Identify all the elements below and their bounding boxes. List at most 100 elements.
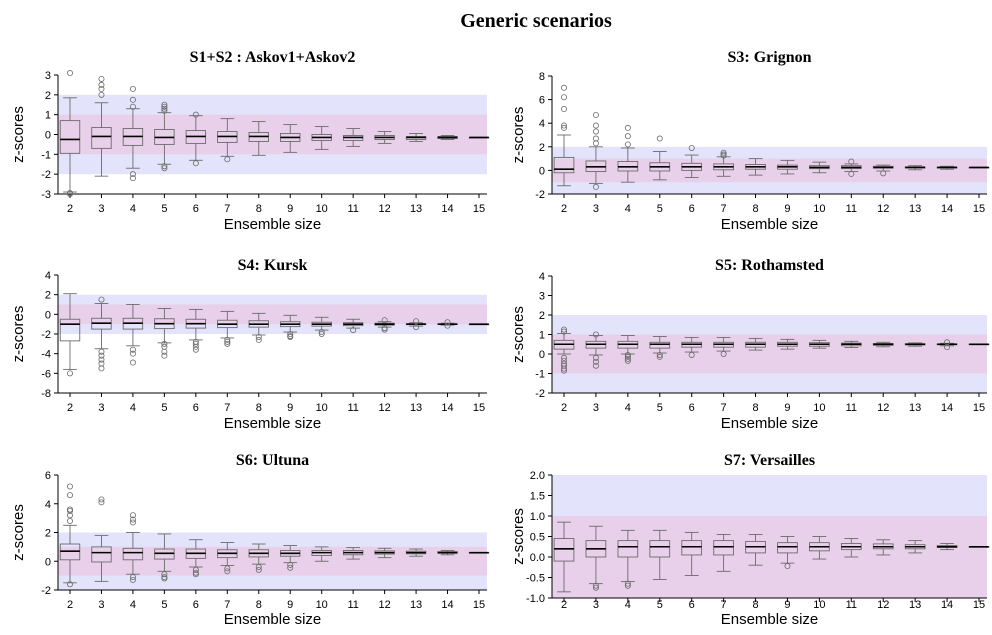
panel-6: S7: Versailles -1.0 -0.5 0.0 0.5 1.0 1.5 2.0 z-s… — [510, 452, 990, 628]
box-9 — [280, 314, 301, 340]
x-tick-label: 10 — [316, 599, 328, 611]
box-2 — [59, 293, 81, 377]
panel-3: S4: Kursk -8 -6 -4 -2 0 2 4 z-scores 2 3 4 5 6 7 8 9 10 11… — [10, 257, 490, 432]
outlier-point — [880, 170, 887, 177]
outlier-point — [656, 351, 663, 358]
inner-band — [58, 304, 487, 325]
outlier-point — [129, 85, 136, 92]
y-tick-label: 4 — [539, 271, 545, 283]
box-3 — [91, 496, 112, 582]
box-7 — [713, 534, 734, 572]
box-4 — [122, 85, 144, 182]
box-14 — [437, 550, 458, 556]
x-tick-label: 9 — [784, 203, 790, 215]
outlier-point — [656, 135, 663, 142]
y-tick-label: 4 — [45, 499, 51, 511]
box-3 — [91, 75, 112, 177]
inner-band — [58, 546, 487, 576]
y-tick-label: 0 — [45, 130, 51, 142]
box-11 — [840, 340, 862, 349]
iqr-box — [91, 127, 112, 149]
box-15 — [468, 551, 490, 554]
outlier-point — [129, 359, 136, 366]
outlier-point — [98, 85, 105, 92]
outlier-point — [192, 160, 199, 167]
x-tick-label: 4 — [625, 599, 631, 611]
outlier-point — [67, 492, 74, 499]
x-tick-label: 3 — [98, 599, 104, 611]
y-axis-label: z-scores — [10, 504, 27, 561]
box-6 — [681, 531, 703, 576]
y-tick-label: -2 — [535, 189, 545, 201]
outlier-point — [287, 333, 294, 340]
outlier-point — [592, 111, 599, 118]
outlier-point — [255, 336, 262, 343]
box-3 — [585, 525, 607, 591]
box-10 — [809, 339, 830, 349]
y-tick-label: -2 — [535, 388, 545, 400]
box-5 — [154, 307, 175, 359]
outlier-point — [561, 326, 568, 333]
x-tick-label: 15 — [973, 203, 985, 215]
x-tick-label: 14 — [441, 203, 453, 215]
outlier-point — [255, 566, 262, 573]
y-tick-label: 3 — [539, 291, 545, 303]
outlier-point — [129, 103, 136, 110]
box-2 — [59, 483, 81, 588]
x-tick-label: 10 — [316, 402, 328, 414]
box-3 — [585, 331, 607, 369]
x-tick-label: 7 — [721, 203, 727, 215]
x-tick-label: 4 — [130, 599, 136, 611]
x-tick-label: 10 — [813, 402, 825, 414]
outlier-point — [129, 512, 136, 519]
outlier-point — [98, 352, 105, 359]
x-tick-label: 12 — [378, 203, 390, 215]
x-tick-label: 10 — [813, 599, 825, 611]
outlier-point — [192, 111, 199, 118]
y-tick-label: 4 — [45, 270, 51, 282]
outlier-point — [848, 170, 855, 177]
x-axis-label: Ensemble size — [224, 216, 322, 233]
y-tick-label: -3 — [41, 189, 51, 201]
outlier-point — [161, 107, 168, 114]
box-4 — [617, 124, 639, 183]
iqr-box — [91, 546, 112, 563]
box-15 — [968, 166, 990, 169]
y-tick-label: 3 — [45, 70, 51, 82]
outlier-point — [592, 140, 599, 147]
iqr-box — [713, 540, 734, 556]
inner-band — [58, 114, 487, 155]
y-tick-label: 8 — [539, 71, 545, 83]
box-6 — [681, 336, 703, 358]
x-tick-label: 8 — [752, 402, 758, 414]
outlier-point — [848, 158, 855, 165]
box-2 — [553, 521, 575, 593]
x-tick-label: 11 — [846, 599, 857, 611]
x-tick-label: 11 — [347, 203, 358, 215]
outlier-point — [413, 318, 420, 325]
y-tick-label: 0 — [45, 556, 51, 568]
outlier-point — [98, 360, 105, 367]
outlier-point — [561, 94, 568, 101]
outlier-point — [67, 518, 74, 525]
outlier-point — [561, 84, 568, 91]
outlier-point — [444, 319, 451, 326]
y-tick-label: -1 — [41, 149, 51, 161]
y-axis-label: z-scores — [10, 306, 27, 363]
box-8 — [248, 543, 269, 573]
iqr-box — [649, 341, 671, 349]
box-14 — [936, 165, 958, 170]
box-6 — [185, 308, 207, 353]
y-tick-label: 6 — [45, 470, 51, 482]
box-9 — [280, 544, 301, 571]
box-10 — [311, 316, 332, 337]
box-4 — [122, 304, 144, 366]
outlier-point — [688, 351, 695, 358]
x-tick-label: 2 — [67, 402, 73, 414]
panel-title: S1+S2 : Askov1+Askov2 — [190, 49, 356, 66]
y-tick-label: 6 — [539, 95, 545, 107]
box-15 — [468, 323, 490, 326]
outlier-point — [592, 331, 599, 338]
outlier-point — [224, 156, 231, 163]
